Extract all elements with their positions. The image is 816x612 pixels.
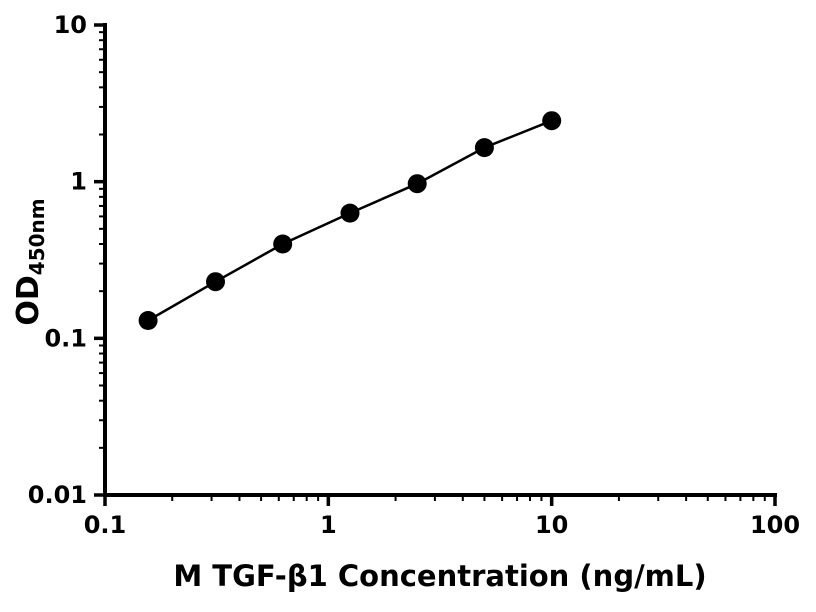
y-axis-title: OD450nm [11,198,49,325]
x-axis-title: M TGF-β1 Concentration (ng/mL) [173,559,706,593]
axis-spines [103,23,777,497]
x-tick-label: 100 [750,511,800,539]
data-point [542,111,562,131]
x-tick-label: 1 [320,511,337,539]
data-point [474,138,494,158]
data-point [407,174,427,194]
y-tick-label: 0.1 [44,324,87,352]
y-tick-label: 1 [70,168,87,196]
x-tick-label: 10 [535,511,568,539]
data-point [340,203,360,223]
axes [103,23,777,497]
y-tick-label: 0.01 [28,481,87,509]
y-axis-title-main: OD [11,275,46,325]
data-point [206,272,225,292]
x-tick-label: 0.1 [84,511,127,539]
data-point [273,234,293,254]
data-series [138,111,562,330]
y-tick-label: 10 [54,11,87,39]
data-point [138,311,158,330]
y-axis-title-sub: 450nm [25,198,49,275]
tick-marks [94,23,777,506]
